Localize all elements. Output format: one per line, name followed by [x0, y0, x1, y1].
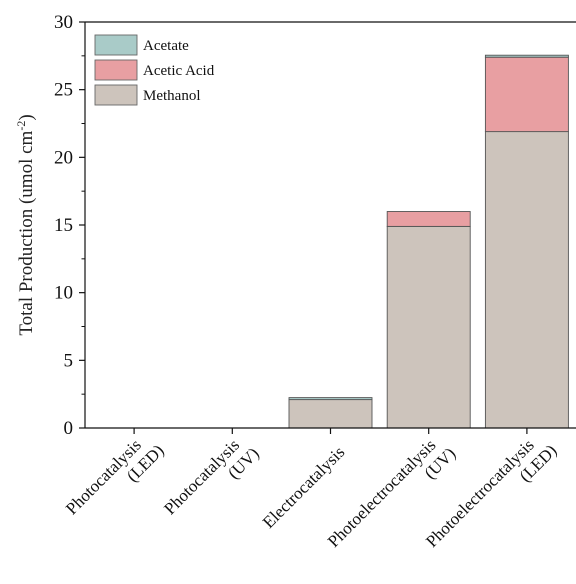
y-tick-label: 25 [54, 80, 73, 101]
legend-label-acetate: Acetate [143, 38, 189, 54]
y-tick-label: 15 [54, 215, 73, 236]
x-category-label: Photocatalysis(LED) [62, 427, 168, 533]
y-tick-label: 10 [54, 283, 73, 304]
y-tick-label: 20 [54, 147, 73, 168]
legend-swatch-methanol [94, 84, 138, 106]
legend-label-methanol: Methanol [143, 88, 201, 104]
bar-segment-acetate [484, 54, 569, 58]
y-tick-label: 0 [64, 418, 74, 439]
bar-segment-methanol [288, 399, 373, 429]
bar-segment-methanol [484, 131, 569, 429]
bars [288, 54, 569, 429]
x-category-labels: Photocatalysis(LED)Photocatalysis(UV)Ele… [62, 427, 560, 551]
legend-label-acetic-acid: Acetic Acid [143, 63, 215, 79]
y-axis-title-superscript: -2 [14, 121, 28, 131]
y-axis-title-main: Total Production (umol cm [16, 130, 37, 335]
y-axis-title-close: ) [16, 114, 37, 120]
legend: Acetate Acetic Acid Methanol [94, 34, 215, 106]
bar-segment-acetic-acid [386, 211, 471, 227]
bar-segment-acetate [288, 397, 373, 401]
x-category-label: Photocatalysis(UV) [160, 430, 263, 533]
y-tick-label: 5 [64, 350, 74, 371]
legend-swatch-acetate [94, 34, 138, 56]
bar-segment-methanol [386, 225, 471, 429]
y-ticks: 0 5 10 15 20 25 30 [54, 12, 85, 439]
y-axis-title-text: Total Production (umol cm-2) [14, 114, 37, 335]
legend-swatch-acetic-acid [94, 59, 138, 81]
y-axis-title: Total Production (umol cm-2) [14, 114, 37, 335]
bar-segment-acetic-acid [484, 56, 569, 133]
x-category-label: Electrocatalysis [259, 442, 349, 532]
y-tick-label: 30 [54, 12, 73, 33]
